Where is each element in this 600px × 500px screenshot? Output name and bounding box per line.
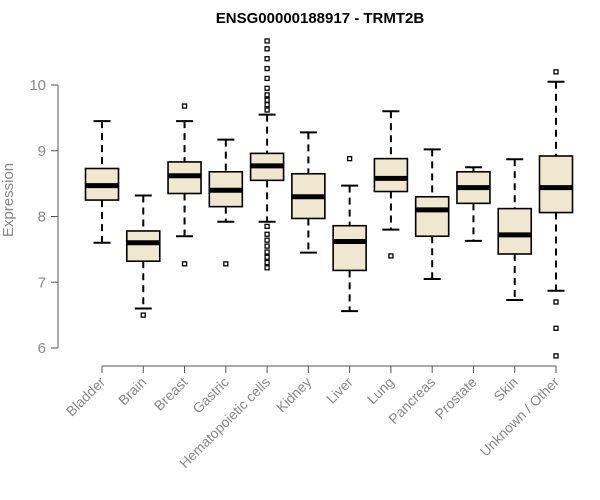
box-4 [249,38,285,271]
outlier-point [388,253,394,259]
outlier-point [264,97,270,103]
boxes-group [84,38,574,359]
box-0 [84,120,120,244]
outlier-point [264,231,270,237]
box-1 [125,194,161,318]
outlier-point [264,46,270,52]
y-tick-label: 7 [38,274,46,291]
y-axis: 6 7 8 9 10 [29,77,59,357]
iqr-box [373,157,409,193]
y-tick-label: 10 [29,77,46,94]
iqr-box [414,195,450,238]
x-tick-label: Skin [490,374,521,405]
iqr-box [538,155,574,214]
x-tick-label: Liver [323,374,356,407]
outlier-point [264,107,270,113]
x-tick-label: Prostate [431,374,479,422]
outlier-point [264,92,270,98]
outlier-point [264,102,270,108]
box-10 [497,158,533,302]
outlier-point [181,261,188,267]
iqr-box [125,230,161,263]
x-tick-label: Brain [115,374,149,408]
iqr-box [497,207,533,255]
outlier-point [140,312,146,318]
outlier-point [264,223,270,230]
x-tick-label: Lung [364,374,397,407]
x-tick-label: Kidney [273,374,315,416]
outlier-point [264,249,270,255]
outlier-point [264,237,270,243]
y-tick-label: 8 [38,209,46,226]
box-6 [332,155,367,313]
outlier-point [346,155,353,162]
outlier-point [264,243,270,249]
y-axis-label: Expression [0,163,17,237]
outlier-point [264,38,270,44]
box-11 [538,69,574,359]
box-2 [167,103,202,267]
outlier-point [264,85,270,91]
outlier-point [264,254,270,260]
box-5 [291,131,326,254]
x-tick-label: Breast [151,374,191,414]
outlier-point [181,103,188,109]
y-tick-label: 6 [38,340,46,357]
outlier-point [553,69,559,75]
outlier-point [264,75,270,82]
box-7 [373,110,409,259]
outlier-point [553,353,559,359]
outlier-point [264,259,270,266]
outlier-point [264,265,270,271]
box-9 [456,166,491,242]
y-tick-label: 9 [38,143,46,160]
box-3 [208,138,244,267]
chart-title: ENSG00000188917 - TRMT2B [216,10,425,27]
box-8 [414,148,450,280]
outlier-point [553,299,559,305]
x-tick-label: Bladder [63,374,109,420]
outlier-point [264,65,270,72]
outlier-point [553,325,559,331]
outlier-point [264,56,270,62]
outlier-point [223,261,229,267]
iqr-box [332,224,367,272]
